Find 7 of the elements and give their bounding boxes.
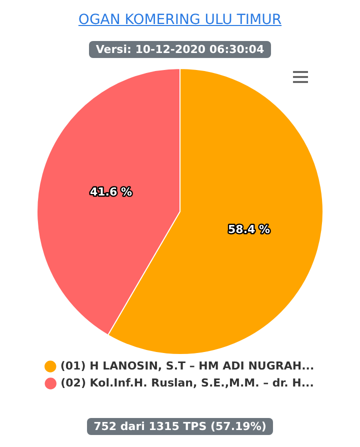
text: 752 dari 1315 TPS (57.19%): [86, 418, 274, 435]
legend-label: (02) Kol.Inf.H. Ruslan, S.E.,M.M. – dr. H...: [60, 376, 314, 390]
data-label: 41.6 %: [90, 186, 132, 199]
chart-title: OGAN KOMERING ULU TIMUR: [77, 12, 283, 28]
chart-subtitle: Versi: 10-12-2020 06:30:04: [88, 41, 272, 58]
data-label: 58.4 %: [228, 223, 270, 236]
legend-label: (01) H LANOSIN, S.T – HM ADI NUGRAH...: [60, 359, 314, 372]
